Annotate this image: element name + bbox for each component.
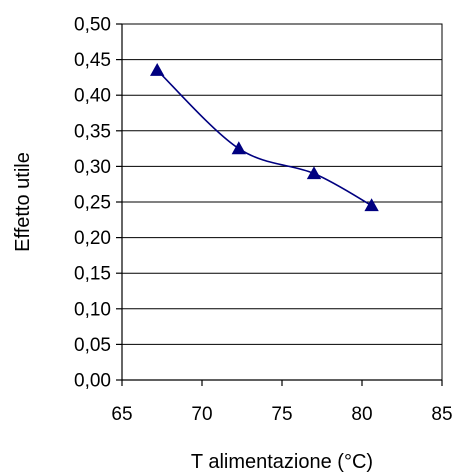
series-line [156,69,372,207]
y-tick-label: 0,30 [74,157,111,178]
y-tick-labels: 0,00 0,05 0,10 0,15 0,20 0,25 0,30 0,35 0,40 0,45… [74,15,111,392]
y-tick-label: 0,20 [74,228,111,249]
y-tick-label: 0,05 [74,335,111,356]
data-point-triangle [306,166,322,180]
y-tick-label: 0,40 [74,86,111,107]
y-tick-label: 0,25 [74,193,111,214]
y-tick-label: 0,00 [74,371,111,392]
series [150,62,379,212]
y-tick-label: 0,10 [74,299,111,320]
x-tick-label: 80 [351,404,372,425]
data-point-triangle [364,198,379,212]
y-axis-title: Effetto utile [12,152,34,252]
x-tick-label: 65 [111,404,132,425]
data-point-triangle [150,62,165,76]
y-tick-label: 0,50 [74,15,111,36]
y-tick-label: 0,35 [74,121,111,142]
x-tick-label: 75 [271,404,292,425]
gridlines [122,23,442,345]
x-tick-label: 70 [191,404,212,425]
y-tick-label: 0,15 [74,264,111,285]
y-tick-label: 0,45 [74,50,111,71]
x-tick-label: 85 [431,404,452,425]
axes [116,23,443,386]
x-axis-title: T alimentazione (°C) [191,451,373,473]
data-point-triangle [231,141,246,155]
x-tick-labels: 65 70 75 80 85 [111,404,452,425]
